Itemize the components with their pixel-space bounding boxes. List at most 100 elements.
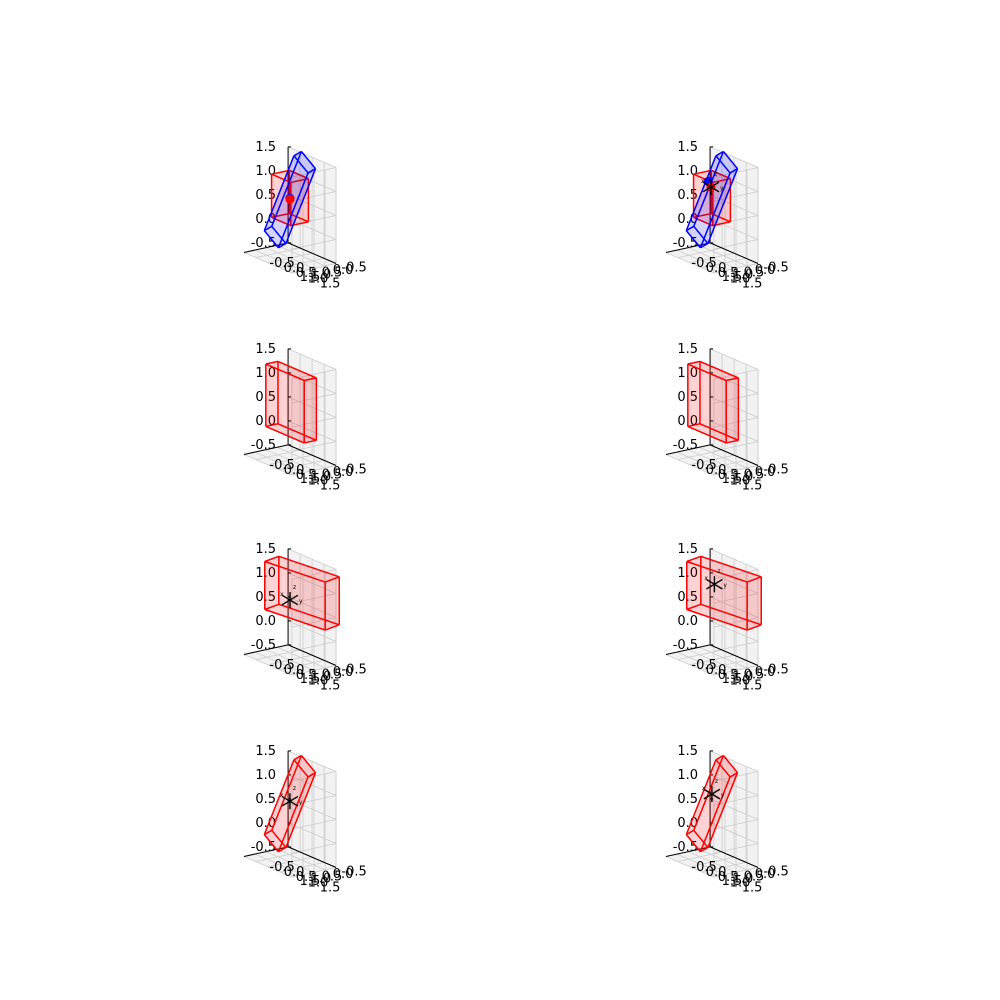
y-tick-label: 0.5 [744,667,765,682]
grid-line [676,853,726,876]
y-tick-label: 0.0 [333,465,354,480]
frame-axis-label: x [702,785,706,792]
red-box-face [271,170,290,218]
x-axis-line [243,444,289,455]
x-tick-label: 1.5 [742,277,763,292]
y-tick-label: 0.5 [744,265,765,280]
red-box-edge [693,755,725,831]
x-tick-label: 1.5 [320,277,341,292]
grid-line [291,867,337,878]
grid-line [713,393,759,404]
red-box-edge [722,755,739,774]
grid-line [665,252,715,274]
x-tick-label: -0.5 [269,256,294,271]
y-axis-line [709,644,759,666]
y-tick-label: 1.0 [311,268,332,283]
panel-row2-col2: -0.5-0.5 -0.50.00.0 0.00.50.5 0.51.01.01.01… [665,342,789,494]
red-point-marker [285,194,295,204]
grid-line [709,750,759,772]
y-tick-label: 1.0 [733,268,754,283]
y-tick-label: -0.5 [763,261,788,276]
grid-line [279,459,325,471]
x-tick-label: 0.0 [284,463,305,478]
grid-line [701,659,747,671]
x-tick-label: 0.0 [284,865,305,880]
x-tick-label: 0.0 [706,865,727,880]
grid-line [287,774,337,796]
red-box-face [700,556,762,625]
red-box [686,555,762,631]
grid-line [701,257,747,269]
z-tick-label: 1.5 [677,342,698,357]
red-box-face [686,755,724,835]
red-box-edge [264,603,280,611]
y-tick-label: 1.5 [722,672,743,687]
red-box-edge [686,560,748,583]
z-tick-label: 1.5 [255,342,276,357]
red-box-face [693,755,738,848]
grid-line [713,795,759,806]
blue-box-edge [700,242,709,249]
blue-box-edge [285,168,317,244]
red-box-face [271,755,316,848]
x-tick-label: 0.5 [718,468,739,483]
y-tick-label: 0.0 [755,665,776,680]
grid-line [287,572,337,594]
blue-box-face [264,151,302,231]
panel-row4-col2: -0.5-0.5 -0.50.00.0 0.00.50.5 0.51.01.01.01… [665,744,789,896]
panel-row4-col1: -0.5-0.5 -0.50.00.0 0.00.50.5 0.51.01.01.01… [243,744,367,896]
red-box-edge [307,772,316,778]
z-tick-label: -0.5 [673,438,698,453]
x-tick-label: 0.5 [296,266,317,281]
red-box [264,555,340,631]
x-tick-label: -0.5 [269,860,294,875]
grid-line [287,798,337,820]
y-tick-label: 0.0 [755,465,776,480]
x-axis-line [665,644,711,655]
z-tick-label: -0.5 [251,840,276,855]
red-box-face [271,170,309,183]
x-tick-label: 1.0 [730,875,751,890]
grid-line [291,369,337,380]
grid-line [291,393,337,404]
red-box-edge [687,360,701,365]
red-box-edge [293,759,309,778]
z-tick-label: -0.5 [673,638,698,653]
x-axis-line [243,644,289,655]
blue-box [263,150,317,249]
z-tick-label: 1.0 [255,768,276,783]
grid-line [291,819,337,830]
y-axis-line [709,444,759,466]
red-box-face [686,556,762,582]
y-tick-label: 0.5 [322,667,343,682]
z-tick-label: 0.5 [255,590,276,605]
x-tick-label: 0.5 [296,468,317,483]
grid-line [713,593,759,604]
red-box-edge [687,425,727,444]
blue-box-edge [307,168,316,174]
red-box-edge [300,755,317,774]
blue-box-edge [263,155,295,231]
z-tick-label: 0.0 [255,614,276,629]
z-tick-label: 1.5 [677,542,698,557]
blue-box-edge [685,225,695,232]
blue-box-edge [707,168,739,244]
frame-axis-label: y [299,598,303,605]
z-tick-label: 0.0 [677,614,698,629]
red-box-edge [687,363,727,382]
x-tick-label: 0.5 [718,870,739,885]
z-tick-label: 0.5 [677,590,698,605]
grid-line [279,659,325,671]
red-box-edge [693,829,709,848]
grid-line [689,252,735,264]
blue-box-face [686,155,731,248]
blue-box-edge [715,150,724,157]
red-box-edge [685,834,701,853]
x-tick-label: 0.0 [284,663,305,678]
red-box-face [265,364,305,443]
grid-line [243,654,293,676]
red-box-edge [277,776,309,853]
y-tick-label: -0.5 [763,463,788,478]
blue-box-edge [722,151,739,170]
grid-line [689,454,735,466]
